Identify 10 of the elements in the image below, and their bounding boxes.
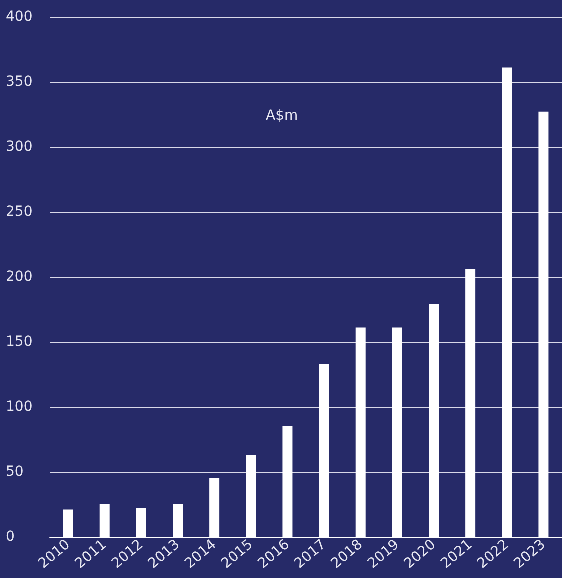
y-tick-label: 400 [6, 9, 33, 25]
y-tick-label: 200 [6, 269, 33, 285]
y-tick-label: 150 [6, 334, 33, 350]
y-tick-label: 300 [6, 139, 33, 155]
y-tick-label: 0 [6, 529, 15, 545]
y-tick-label: 250 [6, 204, 33, 220]
y-tick-label: 50 [6, 464, 24, 480]
y-tick-label: 350 [6, 74, 33, 90]
y-tick-label: 100 [6, 399, 33, 415]
y-axis-title: A$m [266, 108, 298, 124]
